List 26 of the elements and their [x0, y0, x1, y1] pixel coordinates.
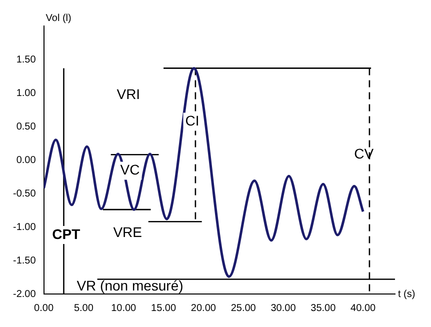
y-tick-label: 1.50	[16, 54, 36, 66]
annotation: VC	[120, 162, 140, 178]
annotation: VRI	[116, 86, 140, 102]
annotation: VR (non mesuré)	[76, 277, 184, 294]
annotation: CI	[185, 112, 200, 129]
x-axis-title: t (s)	[398, 288, 416, 300]
x-tick-label: 5.00	[74, 302, 94, 314]
x-tick-label: 20.00	[190, 302, 216, 314]
y-tick-label: 0.00	[16, 154, 36, 166]
x-tick-label: 40.00	[350, 302, 376, 314]
y-tick-label: -0.50	[12, 188, 36, 200]
x-tick-label: 0.00	[34, 302, 54, 314]
annotation: CV	[354, 146, 374, 162]
x-tick-label: 10.00	[111, 302, 137, 314]
y-tick-label: -2.00	[12, 288, 36, 300]
y-tick-label: 1.00	[16, 88, 36, 99]
y-tick-label: -1.50	[12, 255, 36, 266]
x-tick-label: 35.00	[310, 302, 336, 314]
annotation: VRE	[113, 224, 142, 240]
y-axis-title: Vol (l)	[46, 12, 72, 24]
x-tick-label: 25.00	[230, 302, 256, 314]
y-tick-label: -1.00	[12, 222, 36, 233]
x-tick-label: 30.00	[270, 302, 296, 314]
y-tick-label: 0.50	[16, 121, 36, 132]
x-tick-label: 15.00	[151, 302, 176, 314]
annotation: CPT	[52, 226, 81, 242]
